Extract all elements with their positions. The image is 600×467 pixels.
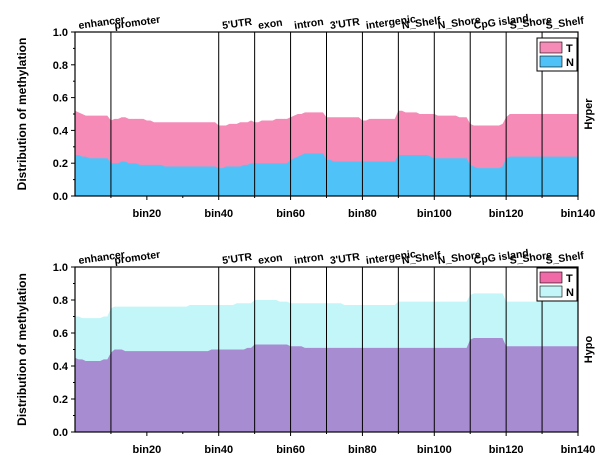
y-tick-label: 0.2 <box>53 158 68 170</box>
legend-label-n: N <box>566 57 574 69</box>
x-tick-label: bin120 <box>489 208 524 220</box>
region-label: intron <box>293 251 324 267</box>
legend-label-t: T <box>566 43 573 55</box>
region-label: 3'UTR <box>329 251 361 267</box>
x-tick-label: bin40 <box>204 208 233 220</box>
region-label: N_Shelf <box>401 250 442 267</box>
y-tick-label: 0.6 <box>53 328 68 340</box>
region-label: S_Shelf <box>545 15 585 32</box>
region-label: S_Shore <box>509 14 553 32</box>
panel-side-label: Hypo <box>583 335 595 363</box>
legend-swatch-t <box>539 41 563 54</box>
legend-swatch-n <box>539 55 563 68</box>
x-tick-label: bin80 <box>348 208 377 220</box>
legend-label-n: N <box>566 287 574 299</box>
x-tick-label: bin120 <box>489 444 524 456</box>
x-tick-label: bin100 <box>417 444 452 456</box>
x-tick-label: bin60 <box>276 444 305 456</box>
y-tick-label: 0.8 <box>53 295 68 307</box>
legend-swatch-t <box>539 271 563 284</box>
panel-side-label: Hyper <box>583 98 595 130</box>
x-tick-label: bin80 <box>348 444 377 456</box>
legend-swatch-n <box>539 285 563 298</box>
region-label: 5'UTR <box>221 251 253 267</box>
region-label: exon <box>257 252 283 267</box>
region-label: N_Shore <box>437 14 482 32</box>
region-label: intron <box>293 16 324 32</box>
legend: TN <box>536 37 578 72</box>
region-label: 3'UTR <box>329 16 361 32</box>
y-tick-label: 0.4 <box>53 125 69 137</box>
legend-label-t: T <box>566 273 573 285</box>
y-axis-title: Distribution of methylation <box>15 273 29 426</box>
y-tick-label: 0.8 <box>53 60 68 72</box>
region-label: exon <box>257 17 283 32</box>
x-tick-label: bin20 <box>132 208 161 220</box>
y-axis-title: Distribution of methylation <box>15 38 29 191</box>
y-tick-label: 0.0 <box>53 427 68 439</box>
x-tick-label: bin140 <box>561 444 596 456</box>
y-tick-label: 0.2 <box>53 394 68 406</box>
region-label: N_Shelf <box>401 15 442 32</box>
y-tick-label: 0.0 <box>53 191 68 203</box>
x-tick-label: bin100 <box>417 208 452 220</box>
y-tick-label: 1.0 <box>53 262 68 274</box>
x-tick-label: bin60 <box>276 208 305 220</box>
region-label: S_Shore <box>509 249 553 267</box>
region-label: N_Shore <box>437 249 482 267</box>
y-tick-label: 0.6 <box>53 93 68 105</box>
y-tick-label: 1.0 <box>53 27 68 39</box>
legend: TN <box>536 267 578 302</box>
x-tick-label: bin20 <box>132 444 161 456</box>
x-tick-label: bin40 <box>204 444 233 456</box>
region-label: S_Shelf <box>545 250 585 267</box>
region-label: 5'UTR <box>221 16 253 32</box>
x-tick-label: bin140 <box>561 208 596 220</box>
y-tick-label: 0.4 <box>53 361 69 373</box>
